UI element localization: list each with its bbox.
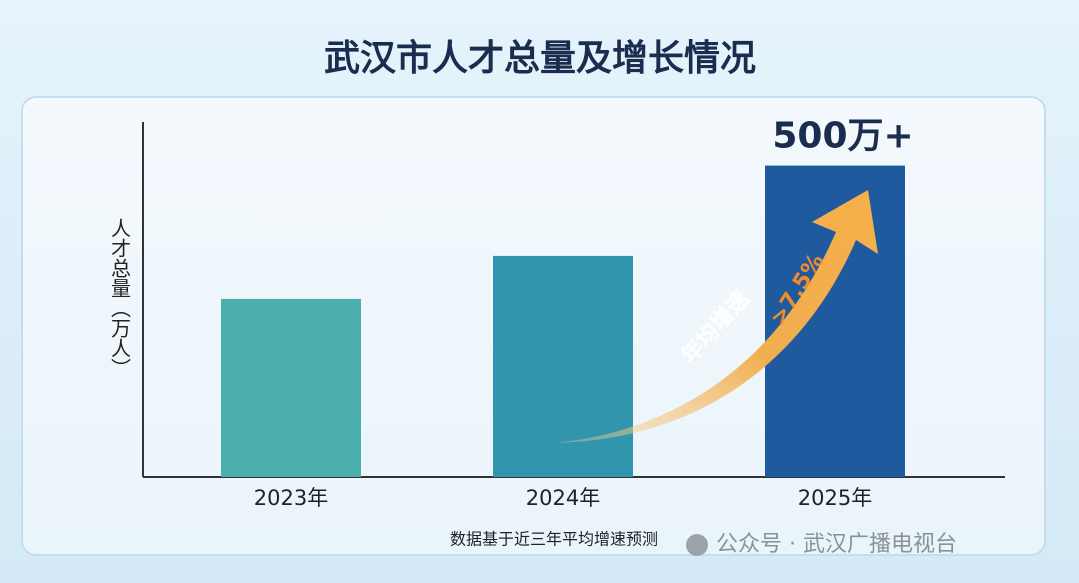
footnote: 数据基于近三年平均增速预测: [450, 530, 658, 549]
x-tick-label: 2024年: [526, 486, 600, 510]
bar: [221, 298, 361, 477]
x-tick-label: 2025年: [798, 486, 872, 510]
bars: [221, 165, 905, 477]
growth-arrow: [555, 190, 878, 443]
y-axis-label: 人才总量（万人）: [108, 218, 132, 378]
watermark-icon: [686, 534, 708, 556]
watermark: 公众号 · 武汉广播电视台: [716, 532, 957, 557]
x-tick-label: 2023年: [254, 486, 328, 510]
chart-title: 武汉市人才总量及增长情况: [324, 38, 756, 79]
value-label: 500万+: [772, 116, 913, 157]
bar: [493, 255, 633, 477]
